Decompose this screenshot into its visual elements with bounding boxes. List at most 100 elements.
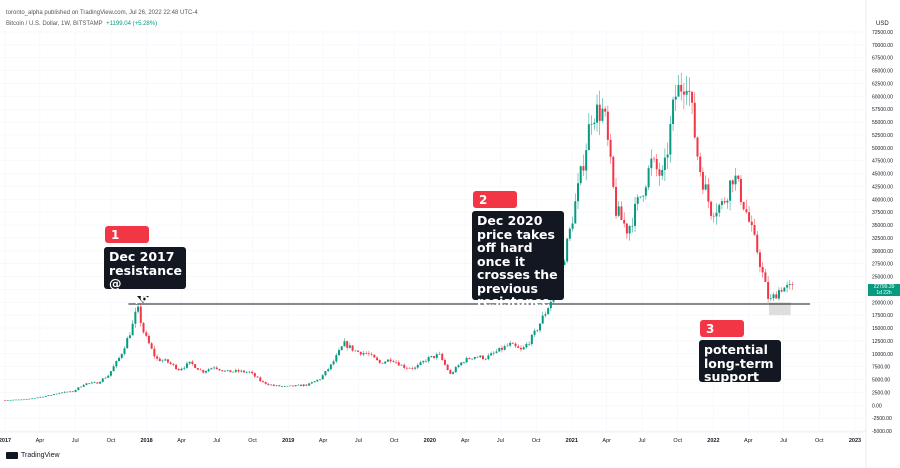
candle-body <box>183 367 186 369</box>
callout-3-number[interactable]: 3 <box>700 320 744 337</box>
y-tick-label: 37500.00 <box>872 210 893 216</box>
candle-body <box>650 158 653 169</box>
candle-body <box>63 391 66 393</box>
candle-body <box>194 364 197 369</box>
candle-body <box>256 376 259 378</box>
y-tick-label: 17500.00 <box>872 313 893 319</box>
candle-body <box>88 383 91 384</box>
y-tick-label: 25000.00 <box>872 275 893 281</box>
candle-body <box>213 367 216 369</box>
candle-body <box>123 348 126 354</box>
candle-body <box>495 351 498 353</box>
callout-2-text[interactable]: Dec 2020 price takes off hard once it cr… <box>472 211 564 308</box>
candle-body <box>392 361 395 363</box>
candle-body <box>590 124 593 125</box>
y-tick-label: 5000.00 <box>872 378 890 384</box>
candle-body <box>682 91 685 95</box>
x-tick-label: Apr <box>319 438 328 444</box>
candle-body <box>202 370 205 373</box>
candle-body <box>12 399 15 401</box>
candle-body <box>215 367 218 369</box>
candle-body <box>481 355 484 360</box>
candle-body <box>788 284 791 286</box>
candle-body <box>628 226 631 234</box>
time-axis[interactable]: 2017 Apr Jul Oct 2018 Apr Jul Oct 2019 Apr Jul Oct 2… <box>0 438 861 444</box>
x-tick-label: Oct <box>390 438 399 444</box>
candle-body <box>291 385 294 387</box>
y-tick-label: 55000.00 <box>872 120 893 126</box>
candle-body <box>150 343 153 349</box>
support-zone[interactable] <box>768 302 791 316</box>
candle-body <box>58 392 61 394</box>
candle-body <box>44 396 47 397</box>
callout-2-number[interactable]: 2 <box>473 191 517 208</box>
y-tick-label: 72500.00 <box>872 30 893 36</box>
candle-body <box>623 219 626 224</box>
y-tick-label: 62500.00 <box>872 81 893 87</box>
candle-body <box>454 367 457 373</box>
candle-body <box>745 209 748 213</box>
y-tick-label: 70000.00 <box>872 43 893 49</box>
candle-body <box>367 353 370 355</box>
candle-body <box>416 364 419 368</box>
candle-body <box>419 362 422 365</box>
candle-body <box>166 359 169 363</box>
candle-body <box>156 356 159 359</box>
candle-body <box>449 370 452 374</box>
candle-body <box>85 383 88 385</box>
candle-body <box>357 350 360 352</box>
y-tick-label: 0.00 <box>872 403 882 409</box>
candle-body <box>310 382 313 384</box>
candle-body <box>433 356 436 358</box>
price-axis[interactable]: -5000.00 -2500.00 0.00 2500.00 5000.00 7500.0… <box>872 30 893 435</box>
callout-1-number[interactable]: 1 <box>105 226 149 243</box>
candle-body <box>280 386 283 387</box>
candle-body <box>704 184 707 190</box>
x-tick-label: Apr <box>177 438 186 444</box>
last-price-label: 22799.39 <box>868 284 900 290</box>
candle-body <box>221 370 224 372</box>
candle-body <box>329 364 332 370</box>
candle-body <box>316 379 319 382</box>
candle-body <box>669 124 672 155</box>
candle-body <box>66 391 69 393</box>
candle-body <box>289 385 292 387</box>
candle-body <box>362 353 365 355</box>
candle-body <box>210 368 213 370</box>
callout-1-text[interactable]: Dec 2017 resistance @ $19,666 <box>104 247 186 304</box>
candle-body <box>69 391 72 393</box>
candle-body <box>593 122 596 125</box>
candle-body <box>653 158 656 160</box>
candle-body <box>517 346 520 348</box>
x-tick-label: Jul <box>780 438 787 444</box>
candle-body <box>259 377 262 382</box>
candle-body <box>101 378 104 382</box>
x-tick-label: Apr <box>461 438 470 444</box>
candle-body <box>90 382 93 384</box>
candle-body <box>348 345 351 348</box>
candle-body <box>596 104 599 123</box>
candle-body <box>612 156 615 187</box>
candle-body <box>530 334 533 344</box>
candle-body <box>9 400 12 401</box>
x-tick-label: Oct <box>673 438 682 444</box>
callout-3-text[interactable]: potential long-term support <box>699 340 781 383</box>
candle-body <box>267 383 270 385</box>
candle-body <box>767 281 770 299</box>
candle-body <box>82 384 85 387</box>
candle-body <box>313 381 316 383</box>
candle-body <box>658 169 661 176</box>
candle-body <box>294 385 297 387</box>
candle-body <box>346 341 349 348</box>
candle-body <box>77 387 80 390</box>
candle-body <box>772 294 775 299</box>
candle-body <box>6 400 9 401</box>
tradingview-logo[interactable]: TradingView <box>6 452 60 459</box>
candle-body <box>476 356 479 358</box>
candle-body <box>232 371 235 373</box>
candle-body <box>585 150 588 171</box>
candle-body <box>137 306 140 312</box>
candle-body <box>471 358 474 360</box>
